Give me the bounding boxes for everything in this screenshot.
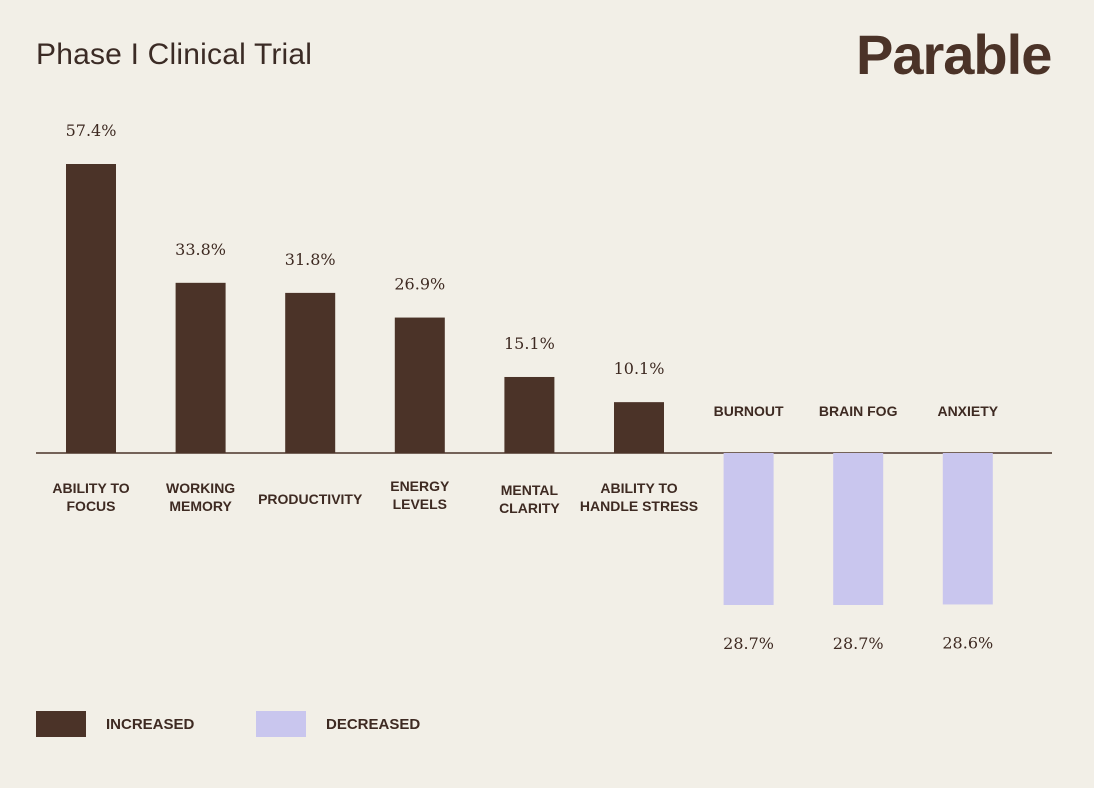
data-label-ability-to-focus: 57.4% <box>66 121 117 140</box>
bar-increased-mental-clarity <box>504 376 555 453</box>
chart-title: Phase I Clinical Trial <box>36 38 313 71</box>
bar-decreased-anxiety <box>942 453 993 605</box>
category-label-productivity-line1: PRODUCTIVITY <box>258 491 363 507</box>
category-label-working-memory-line1: WORKING <box>166 480 235 496</box>
brand-logo: Parable <box>856 23 1052 86</box>
category-label-ability-to-focus-line2: FOCUS <box>67 498 116 514</box>
category-label-ability-to-focus-line1: ABILITY TO <box>52 480 129 496</box>
data-label-anxiety: 28.6% <box>942 633 993 652</box>
bar-decreased-burnout <box>723 453 774 605</box>
data-label-ability-to-handle-stress: 10.1% <box>614 359 665 378</box>
category-label-energy-levels-line2: LEVELS <box>393 496 447 512</box>
category-label-burnout: BURNOUT <box>714 403 784 419</box>
bar-chart: 57.4% ABILITY TO FOCUS 33.8% WORKING MEMORY 31… <box>36 121 1052 653</box>
data-label-productivity: 31.8% <box>285 250 336 269</box>
data-label-burnout: 28.7% <box>723 634 774 653</box>
category-label-anxiety: ANXIETY <box>937 403 998 419</box>
bar-increased-working-memory <box>175 282 226 453</box>
bar-increased-productivity <box>285 292 336 453</box>
bar-decreased-brain-fog <box>833 453 884 605</box>
data-label-brain-fog: 28.7% <box>833 634 884 653</box>
category-label-energy-levels-line1: ENERGY <box>390 478 450 494</box>
bar-increased-energy-levels <box>394 317 445 453</box>
category-label-ability-to-handle-stress-line1: ABILITY TO <box>600 480 677 496</box>
category-label-working-memory-line2: MEMORY <box>169 498 232 514</box>
legend-decreased-swatch <box>256 711 306 737</box>
data-label-working-memory: 33.8% <box>175 240 226 259</box>
data-label-mental-clarity: 15.1% <box>504 334 555 353</box>
data-label-energy-levels: 26.9% <box>394 275 445 294</box>
category-label-ability-to-handle-stress-line2: HANDLE STRESS <box>580 498 698 514</box>
category-label-mental-clarity-line2: CLARITY <box>499 500 560 516</box>
category-label-brain-fog: BRAIN FOG <box>819 403 898 419</box>
legend-decreased-label: DECREASED <box>326 716 421 733</box>
bar-increased-ability-to-handle-stress <box>614 402 664 453</box>
legend-increased-label: INCREASED <box>106 716 195 733</box>
legend-increased-swatch <box>36 711 86 737</box>
bar-increased-ability-to-focus <box>66 164 116 453</box>
category-label-mental-clarity-line1: MENTAL <box>501 482 559 498</box>
